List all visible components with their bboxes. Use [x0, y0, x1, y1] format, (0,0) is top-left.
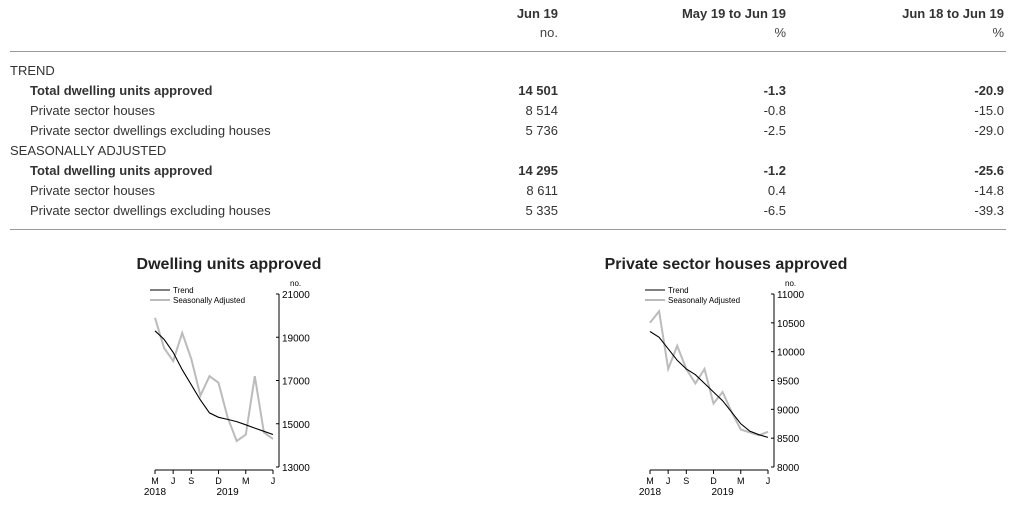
y-tick-label: 15000: [282, 420, 310, 431]
row-value: 8 611: [526, 183, 558, 198]
y-tick-label: 19000: [282, 333, 310, 344]
row-label: Total dwelling units approved: [30, 163, 213, 178]
series-line-seasonally-adjusted: [154, 317, 274, 443]
chart-title-dwelling-units: Dwelling units approved: [136, 256, 322, 273]
y-tick-label: 9500: [777, 377, 800, 388]
x-year-label: 2018: [639, 487, 662, 498]
x-year-label: 2019: [711, 487, 734, 498]
x-year-label: 2019: [216, 487, 239, 498]
legend-label: Trend: [173, 286, 194, 295]
x-tick-label: M: [242, 476, 250, 486]
y-tick-label: 11000: [777, 290, 805, 301]
row-value: 14 501: [518, 83, 558, 98]
chart-private-sector-houses-approved: 8000 8500 9000 9500 10000 10500 11000 no. M J S D M J…: [639, 279, 805, 498]
row-value: -14.8: [974, 183, 1004, 198]
y-tick-label: 17000: [282, 377, 310, 388]
y-tick-label: 8000: [777, 463, 800, 474]
legend-label: Trend: [668, 286, 689, 295]
x-tick-label: S: [683, 476, 689, 486]
row-value: 5 335: [525, 203, 558, 218]
row-value: -39.3: [974, 203, 1004, 218]
column-unit: no.: [539, 25, 558, 40]
column-header: Jun 18 to Jun 19: [902, 6, 1004, 21]
row-value: 14 295: [518, 163, 558, 178]
legend-label: Seasonally Adjusted: [668, 296, 740, 305]
column-unit: %: [992, 25, 1004, 40]
row-label: Private sector dwellings excluding house…: [30, 203, 271, 218]
x-year-label: 2018: [144, 487, 167, 498]
y-tick-label: 13000: [282, 463, 310, 474]
y-tick-label: 21000: [282, 290, 310, 301]
y-tick-label: 9000: [777, 405, 800, 416]
divider: [10, 51, 1006, 52]
row-value: 0.4: [767, 183, 786, 198]
row-value: 5 736: [525, 123, 558, 138]
section-title: TREND: [10, 63, 55, 78]
series-line-trend: [649, 331, 769, 438]
divider: [10, 229, 1006, 230]
y-tick-label: 10000: [777, 348, 805, 359]
x-tick-label: D: [215, 476, 222, 486]
row-label: Private sector houses: [30, 183, 156, 198]
legend-label: Seasonally Adjusted: [173, 296, 245, 305]
chart-dwelling-units-approved: 13000 15000 17000 19000 21000 no. M J S D M J 2018 20…: [144, 279, 310, 498]
x-tick-label: S: [188, 476, 194, 486]
series-line-trend: [154, 330, 274, 436]
y-tick-label: 10500: [777, 319, 805, 330]
x-tick-label: J: [171, 476, 176, 486]
column-header: May 19 to Jun 19: [681, 6, 786, 21]
x-tick-label: M: [646, 476, 654, 486]
row-value: -25.6: [974, 163, 1004, 178]
row-value: -1.3: [763, 83, 786, 98]
x-tick-label: M: [737, 476, 745, 486]
summary-table: Jun 19 no. May 19 to Jun 19% Jun 18 to Jun …: [0, 0, 1030, 240]
x-tick-label: J: [666, 476, 671, 486]
row-value: -1.2: [763, 163, 786, 178]
chart-title-private-sector-houses: Private sector houses approved: [604, 256, 848, 273]
series-line-seasonally-adjusted: [649, 308, 769, 437]
row-value: -20.9: [974, 83, 1004, 98]
y-axis-label: no.: [785, 279, 796, 288]
row-value: -6.5: [763, 203, 786, 218]
row-label: Private sector dwellings excluding house…: [30, 123, 271, 138]
row-label: Private sector houses: [30, 103, 156, 118]
y-axis-label: no.: [290, 279, 301, 288]
section-title: SEASONALLY ADJUSTED: [10, 143, 167, 158]
row-value: -29.0: [974, 123, 1004, 138]
row-label: Total dwelling units approved: [30, 83, 213, 98]
x-tick-label: J: [271, 476, 276, 486]
x-tick-label: M: [151, 476, 159, 486]
row-value: -0.8: [763, 103, 786, 118]
row-value: -2.5: [763, 123, 786, 138]
x-tick-label: D: [710, 476, 717, 486]
row-value: 8 514: [525, 103, 558, 118]
column-header: Jun 19: [516, 6, 558, 21]
row-value: -15.0: [974, 103, 1004, 118]
column-unit: %: [774, 25, 786, 40]
x-tick-label: J: [766, 476, 771, 486]
y-tick-label: 8500: [777, 434, 800, 445]
